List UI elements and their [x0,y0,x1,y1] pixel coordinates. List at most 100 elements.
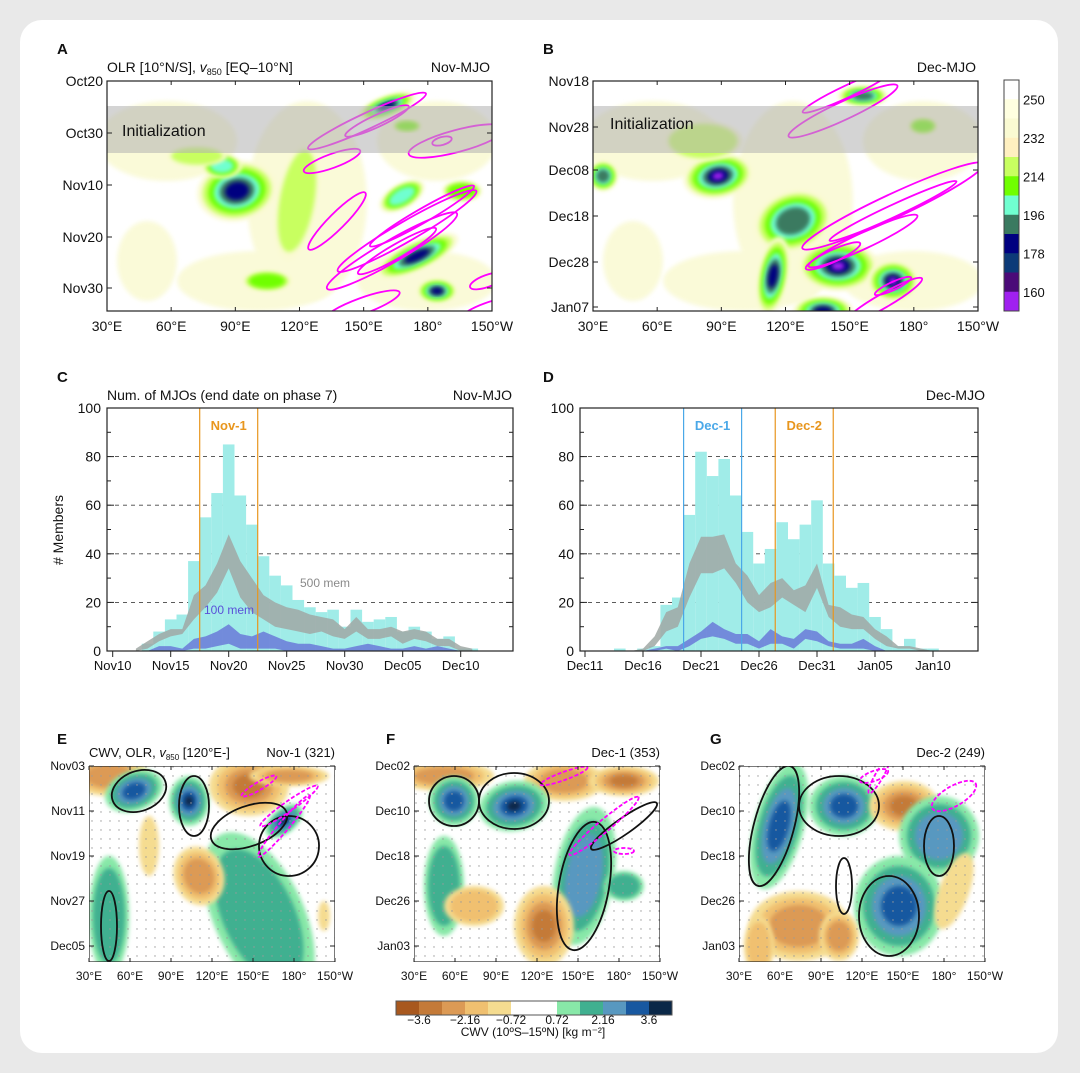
olr-colorbar-swatch [1004,137,1019,158]
y-tick-label: Nov03 [50,759,85,773]
x-tick-label: 90°E [220,318,251,334]
y-tick-label: Nov30 [63,280,104,296]
olr-contour-region [277,150,317,252]
y-tick-label: Dec10 [375,804,410,818]
x-tick-label: 90°E [808,969,834,983]
panel-g-tag: Dec-2 (249) [916,745,985,760]
period-label: Dec-2 [787,418,822,433]
cwv-colorbar-swatch [488,1001,512,1015]
olr-contour [110,769,168,813]
x-tick-label: 30°E [92,318,123,334]
panel-a-tag: Nov-MJO [431,59,490,75]
x-tick-label: 60°E [767,969,793,983]
v850-contour [858,768,890,784]
olr-contour-region [775,207,811,235]
v850-contour [930,779,978,813]
x-tick-label: 30°E [578,318,609,334]
y-tick-label: 40 [558,546,574,562]
x-tick-label: Nov25 [268,658,306,673]
x-tick-label: 150°E [831,318,869,334]
y-tick-label: Nov10 [63,177,104,193]
olr-background-region [603,221,663,301]
x-tick-label: Jan10 [915,658,950,673]
y-tick-label: 60 [558,497,574,513]
x-tick-label: Dec05 [384,658,422,673]
v850-contour [804,241,862,271]
significance-stippling [414,766,660,962]
olr-contour-region [596,169,610,183]
x-tick-label: Jan05 [857,658,892,673]
significance-stippling [89,766,335,962]
y-tick-label: Dec08 [549,162,590,178]
initialization-band [593,106,978,153]
olr-contour-region [249,273,285,289]
axes-g: 30°E 60°E 90°E 120°E 150°E 180° 150°W Dec02 Dec1… [700,759,1003,983]
y-tick-label: Dec05 [50,939,85,953]
panel-letter-e: E [57,731,67,748]
panel-letter-a: A [57,41,68,58]
v850-contour [325,211,459,291]
panel-letter-f: F [386,731,395,748]
olr-colorbar-label: 214 [1023,169,1045,184]
y-tick-label: 0 [566,643,574,659]
cwv-colorbar-swatch [534,1001,558,1015]
olr-contour [100,890,118,962]
olr-contour [923,815,955,877]
y-tick-label: Dec18 [549,208,590,224]
panel-letter-g: G [710,731,722,748]
x-tick-label: Nov15 [152,658,190,673]
olr-contour-region [225,181,249,201]
initialization-band [107,106,492,153]
y-tick-label: Dec18 [700,849,735,863]
histogram-bar [614,648,626,651]
v850-contour [257,794,311,858]
initialization-label-b: Initialization [610,116,694,133]
olr-contour-region [814,306,832,311]
period-label: Nov-1 [211,418,247,433]
cwv-colorbar-swatch [626,1001,650,1015]
y-tick-label: 100 [551,400,575,416]
x-tick-label: 150°W [967,969,1004,983]
panel-b-tag: Dec-MJO [917,59,976,75]
olr-colorbar-swatch [1004,253,1019,273]
band-100-members [135,624,473,651]
y-tick-label: Jan03 [702,939,735,953]
v850-contour [807,213,919,269]
x-tick-label: 150°E [345,318,383,334]
v850-contour [613,847,635,855]
x-tick-label: Dec11 [567,658,604,673]
x-tick-label: Dec21 [682,658,720,673]
y-tick-label: 0 [93,643,101,659]
y-tick-label: Dec10 [700,804,735,818]
axes-a: 30°E 60°E 90°E 120°E 150°E 180° 150°W Oct20 Oct3… [63,73,514,334]
olr-colorbar-swatch [1004,195,1019,216]
cwv-colorbar-swatch [557,1001,581,1015]
v850-contour [867,766,891,795]
v850-contour [568,795,640,857]
y-tick-label: Dec28 [549,254,590,270]
x-tick-label: 180° [282,969,307,983]
olr-colorbar-label: 232 [1023,131,1045,146]
v850-contour [801,161,978,251]
y-tick-label: 60 [85,497,101,513]
x-tick-label: Dec26 [740,658,778,673]
x-tick-label: 30°E [401,969,427,983]
x-tick-label: 60°E [642,318,673,334]
olr-contour [478,772,550,830]
olr-colorbar-swatch [1004,99,1019,119]
olr-colorbar-label: 178 [1023,246,1045,261]
histogram-bar [199,517,212,651]
histogram-bar [927,648,939,651]
hovmoller-plot-b [593,81,978,311]
axes-f: 30°E 60°E 90°E 120°E 150°E 180° 150°W Dec02 Dec1… [375,759,678,983]
x-tick-label: Dec31 [798,658,836,673]
x-tick-label: 120°E [196,969,229,983]
panel-e-title: CWV, OLR, v850 [120°E-] [89,745,230,762]
olr-contour-region [404,249,430,263]
olr-contour-region [388,186,416,206]
olr-colorbar-swatch [1004,176,1019,196]
cwv-plot-e [89,766,335,962]
panel-e-tag: Nov-1 (321) [266,745,335,760]
band-100-label: 100 mem [204,603,254,617]
